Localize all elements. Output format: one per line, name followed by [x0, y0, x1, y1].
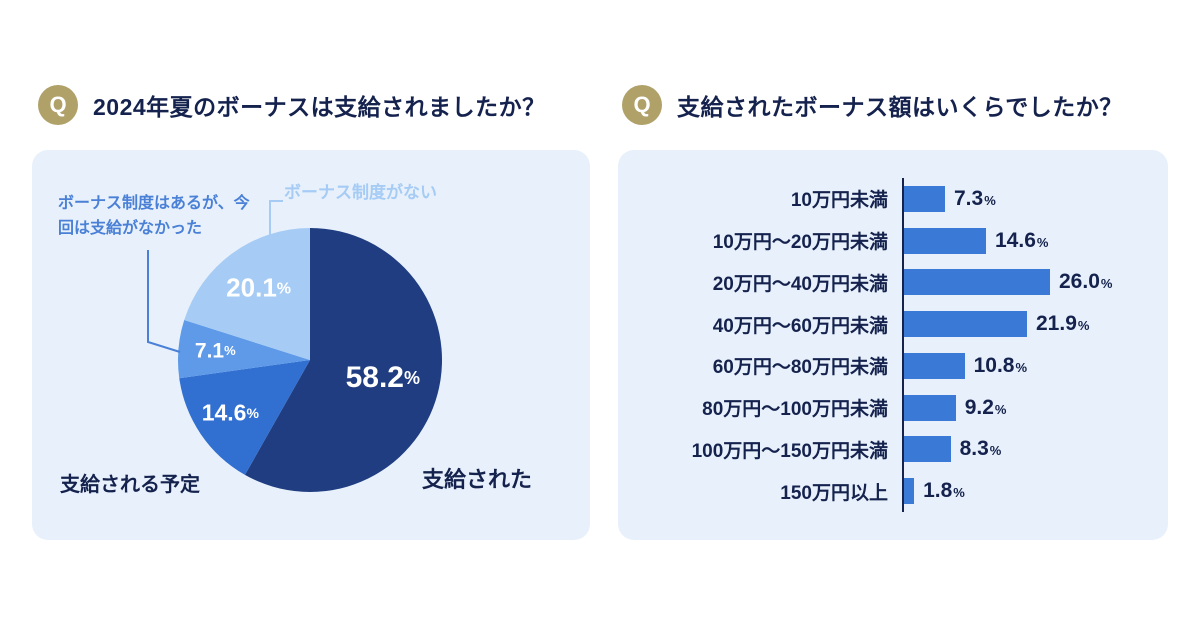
bar-area: 21.9% — [904, 311, 1090, 338]
bar-value-label: 1.8% — [923, 479, 965, 503]
bar-row: 60万円〜80万円未満 10.8% — [638, 345, 1150, 387]
bar-area: 8.3% — [904, 436, 1002, 463]
bar-row: 40万円〜60万円未満 21.9% — [638, 303, 1150, 345]
pie-slice-3 — [184, 228, 310, 360]
bar — [904, 394, 956, 421]
bar — [904, 478, 915, 505]
pie-chart: 58.2%14.6%7.1%20.1% — [178, 228, 443, 492]
bar-chart: 10万円未満 7.3% 10万円〜20万円未満 14.6% 20万円〜40万円未満 26.… — [638, 178, 1150, 512]
bar — [904, 269, 1050, 296]
pie-question-title: 2024年夏のボーナスは支給されましたか？ — [93, 94, 546, 120]
bar-question-title: 支給されたボーナス額はいくらでしたか？ — [677, 94, 1123, 120]
bar-area: 9.2% — [904, 394, 1007, 421]
bar-row: 150万円以上 1.8% — [638, 470, 1150, 512]
bar-row: 80万円〜100万円未満 9.2% — [638, 387, 1150, 429]
pie-slice-0 — [244, 228, 443, 492]
pie-value-label-2: 7.1% — [195, 339, 236, 362]
bar-category-label: 60万円〜80万円未満 — [712, 357, 888, 379]
bar-value-label: 8.3% — [959, 437, 1002, 461]
bar-category-label: 100万円〜150万円未満 — [691, 440, 888, 462]
bar-category-label: 10万円〜20万円未満 — [712, 232, 888, 254]
bar-category-label: 20万円〜40万円未満 — [712, 273, 888, 295]
bar-value-label: 9.2% — [964, 395, 1007, 419]
bar-area: 26.0% — [904, 269, 1113, 296]
bar-value-label: 7.3% — [954, 186, 996, 210]
bar — [904, 185, 945, 212]
pie-slice-2 — [178, 320, 310, 379]
bar-row: 20万円〜40万円未満 26.0% — [638, 262, 1150, 304]
question-icon: Q — [622, 85, 662, 125]
bar-area: 10.8% — [904, 352, 1028, 379]
bar-row: 10万円〜20万円未満 14.6% — [638, 220, 1150, 262]
bar-chart-rows: 10万円未満 7.3% 10万円〜20万円未満 14.6% 20万円〜40万円未満 26.… — [638, 178, 1150, 512]
bar-value-label: 10.8% — [973, 353, 1028, 377]
bar-area: 7.3% — [904, 185, 996, 212]
bar — [904, 436, 951, 463]
question-header-bar: Q 支給されたボーナス額はいくらでしたか？ — [622, 85, 1123, 125]
bar-row: 10万円未満 7.3% — [638, 178, 1150, 220]
pie-label-paid: 支給された — [422, 467, 533, 492]
pie-label-scheduled: 支給される予定 — [60, 474, 200, 496]
bar — [904, 227, 986, 254]
bar-value-label: 26.0% — [1059, 270, 1113, 294]
bar-value-label: 14.6% — [995, 228, 1049, 252]
bar-row: 100万円〜150万円未満 8.3% — [638, 429, 1150, 471]
question-icon: Q — [38, 85, 78, 125]
bar-value-label: 21.9% — [1036, 312, 1090, 336]
bar — [904, 311, 1027, 338]
pie-label-no-system: ボーナス制度がない — [284, 183, 437, 202]
bar-category-label: 150万円以上 — [780, 482, 888, 504]
pie-label-has-system-not-paid: ボーナス制度はあるが、今回は支給がなかった — [58, 195, 250, 237]
bar-category-label: 10万円未満 — [790, 190, 888, 212]
bar-category-label: 80万円〜100万円未満 — [702, 399, 888, 421]
bar-chart-panel — [618, 150, 1168, 540]
bar-chart-axis — [902, 178, 904, 512]
question-header-pie: Q 2024年夏のボーナスは支給されましたか？ — [38, 85, 546, 125]
bar-area: 1.8% — [904, 478, 965, 505]
bar — [904, 352, 965, 379]
pie-slice-1 — [179, 360, 310, 475]
bar-category-label: 40万円〜60万円未満 — [712, 315, 888, 337]
bar-area: 14.6% — [904, 227, 1049, 254]
